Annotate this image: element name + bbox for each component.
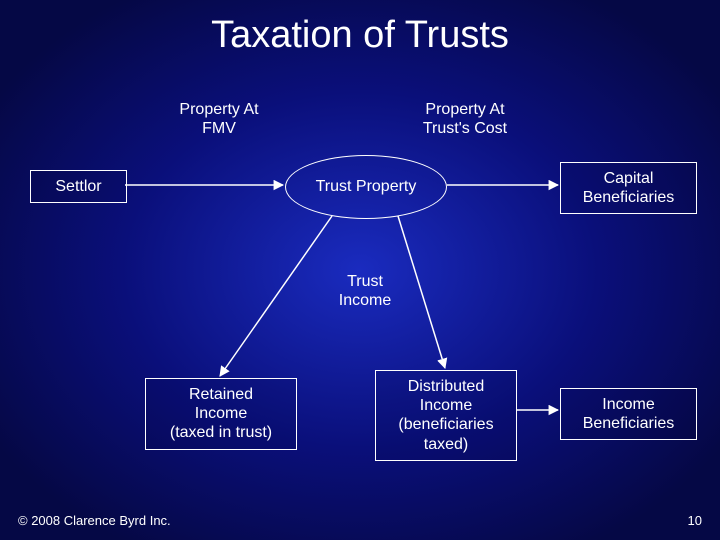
label-trust-income: Trust Income bbox=[310, 272, 420, 310]
node-settlor: Settlor bbox=[30, 170, 127, 203]
node-trust-property: Trust Property bbox=[285, 155, 447, 219]
node-distributed-income: Distributed Income (beneficiaries taxed) bbox=[375, 370, 517, 461]
node-income-beneficiaries: Income Beneficiaries bbox=[560, 388, 697, 440]
connectors bbox=[0, 0, 720, 540]
label-property-cost: Property At Trust's Cost bbox=[390, 100, 540, 138]
node-trust-property-label: Trust Property bbox=[316, 177, 417, 196]
node-retained-income: Retained Income (taxed in trust) bbox=[145, 378, 297, 450]
slide: Taxation of Trusts Property At FMV Prope… bbox=[0, 0, 720, 540]
footer-copyright: © 2008 Clarence Byrd Inc. bbox=[18, 513, 171, 528]
label-property-fmv: Property At FMV bbox=[144, 100, 294, 138]
slide-title: Taxation of Trusts bbox=[0, 14, 720, 57]
footer-page-number: 10 bbox=[688, 513, 702, 528]
node-capital-beneficiaries: Capital Beneficiaries bbox=[560, 162, 697, 214]
